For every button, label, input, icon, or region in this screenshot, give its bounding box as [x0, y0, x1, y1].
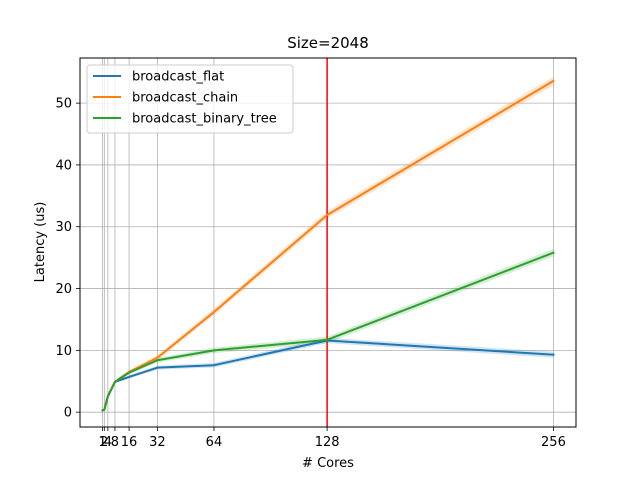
x-tick-label: 2	[100, 435, 108, 450]
y-axis-label: Latency (us)	[33, 202, 48, 283]
series-line-2	[101, 251, 555, 412]
legend-label-0: broadcast_flat	[132, 70, 224, 85]
x-tick-label: 128	[315, 435, 340, 450]
legend-label-2: broadcast_binary_tree	[132, 112, 277, 127]
plot-frame	[79, 57, 577, 428]
x-tick-label: 256	[541, 435, 566, 450]
y-tick-label: 20	[55, 282, 72, 297]
x-tick-label: 32	[149, 435, 166, 450]
y-tick-label: 30	[55, 220, 72, 235]
x-tick-label: 8	[111, 435, 119, 450]
x-tick-label: 4	[104, 435, 112, 450]
confidence-bands	[102, 76, 554, 411]
x-tick-label: 16	[121, 435, 138, 450]
series-lines	[101, 79, 555, 412]
chart-title: Size=2048	[287, 34, 369, 52]
x-axis-label: # Cores	[302, 456, 354, 471]
x-tick-label: 64	[206, 435, 223, 450]
y-tick-label: 50	[55, 97, 72, 112]
series-band-1	[102, 76, 554, 411]
y-tick-label: 40	[55, 158, 72, 173]
legend: broadcast_flat broadcast_chain broadcast_b…	[86, 64, 294, 134]
legend-box	[86, 64, 294, 134]
y-tick-label: 0	[64, 406, 72, 421]
y-tick-label: 10	[55, 344, 72, 359]
legend-label-1: broadcast_chain	[132, 91, 238, 106]
x-tick-label: 1	[98, 435, 106, 450]
